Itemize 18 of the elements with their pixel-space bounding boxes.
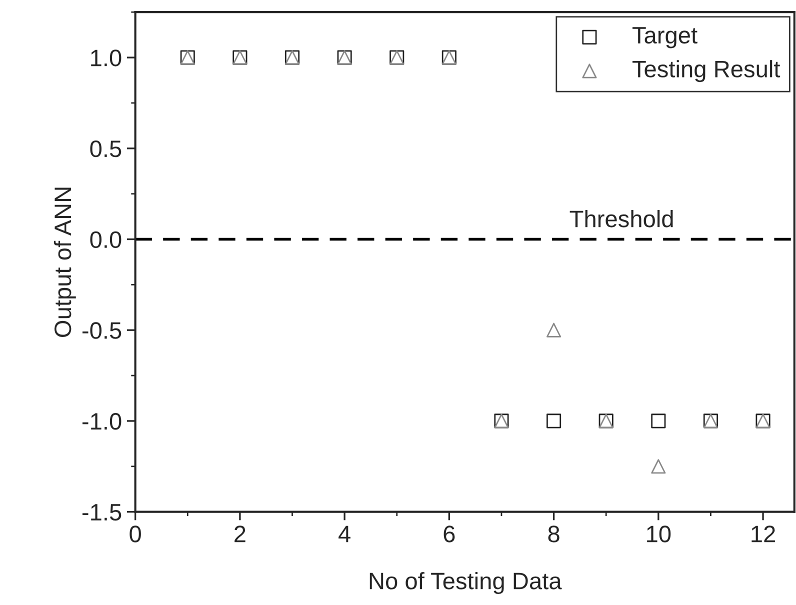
y-tick-label: 1.0 [91, 50, 122, 66]
x-tick-label: 2 [234, 526, 246, 542]
x-tick-label: 12 [752, 526, 775, 542]
x-tick-label: 8 [548, 526, 560, 542]
x-axis-title: No of Testing Data [370, 572, 562, 594]
x-tick-label: 0 [130, 526, 141, 542]
y-axis-title: Output of ANN [54, 188, 76, 337]
y-tick-label: 0.5 [90, 140, 122, 158]
x-tick-label: 10 [647, 526, 671, 542]
y-tick-label: -1.5 [82, 504, 122, 521]
y-tick-label: -1.0 [82, 413, 122, 430]
ref-line-label: Threshold [570, 210, 673, 228]
legend-label: Target [632, 27, 698, 48]
x-tick-label: 6 [444, 526, 455, 542]
x-tick-label: 4 [338, 526, 350, 542]
y-tick-label: -0.5 [82, 322, 122, 339]
y-tick-label: 0.0 [90, 231, 122, 248]
legend-label: Testing Result [632, 60, 780, 82]
